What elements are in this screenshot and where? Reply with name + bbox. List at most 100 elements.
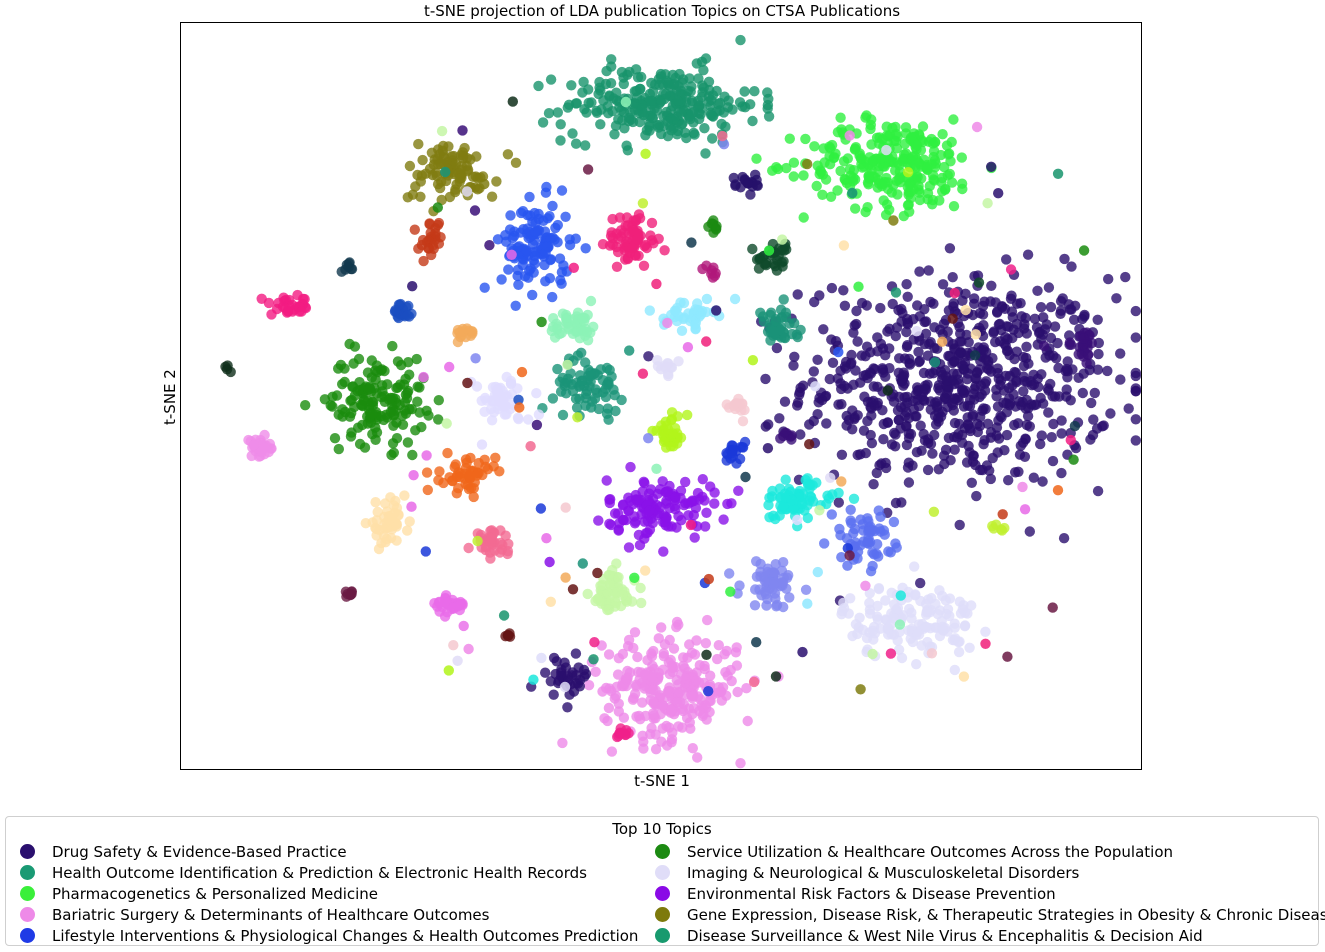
scatter-point (818, 324, 829, 335)
scatter-point (653, 233, 664, 244)
scatter-point (707, 133, 718, 144)
scatter-point (635, 582, 646, 594)
scatter-point (663, 79, 674, 90)
scatter-point (563, 322, 574, 333)
scatter-point (762, 443, 774, 454)
scatter-point (866, 438, 878, 449)
scatter-point (758, 316, 770, 327)
scatter-point (789, 351, 800, 362)
topic-cluster (537, 347, 627, 425)
scatter-point (835, 165, 846, 177)
scatter-point (1049, 321, 1061, 332)
scatter-point (529, 250, 540, 262)
scatter-point (464, 470, 475, 481)
scatter-point (865, 566, 877, 577)
scatter-point (331, 390, 343, 401)
scatter-point (797, 498, 808, 509)
scatter-point (900, 122, 912, 133)
scatter-point (675, 297, 686, 308)
scatter-point (997, 509, 1008, 520)
scatter-point (899, 392, 910, 403)
scatter-point (486, 415, 498, 426)
scatter-point (911, 447, 923, 458)
scatter-point (734, 580, 745, 591)
scatter-point (1021, 419, 1032, 431)
scatter-point (651, 425, 662, 436)
scatter-point (755, 307, 766, 318)
scatter-point (868, 549, 880, 560)
scatter-point (1020, 433, 1031, 444)
topic-cluster (728, 169, 763, 200)
scatter-point (531, 388, 542, 399)
scatter-point (889, 599, 900, 610)
scatter-point (582, 164, 594, 175)
scatter-point (548, 689, 559, 700)
scatter-point (614, 212, 626, 223)
scatter-point (1052, 337, 1063, 349)
scatter-point (547, 291, 558, 303)
scatter-point (296, 306, 307, 317)
scatter-point (940, 444, 952, 455)
scatter-point (441, 418, 452, 429)
scatter-point (590, 666, 601, 677)
scatter-point (781, 162, 792, 174)
scatter-point (479, 282, 490, 293)
scatter-point (604, 497, 615, 509)
legend-entry: Gene Expression, Disease Risk, & Therape… (645, 904, 1325, 925)
scatter-point (788, 504, 799, 515)
scatter-point (887, 122, 898, 134)
topic-cluster (243, 429, 277, 462)
scatter-point (1077, 313, 1088, 325)
scatter-point (535, 503, 547, 514)
scatter-point (923, 265, 934, 276)
scatter-point (1008, 389, 1019, 400)
scatter-point (888, 180, 899, 191)
scatter-point (880, 209, 892, 221)
scatter-point (1043, 407, 1054, 418)
scatter-point (648, 698, 659, 709)
scatter-point (623, 542, 635, 553)
scatter-point (890, 497, 902, 509)
scatter-point (939, 365, 951, 376)
scatter-point (631, 214, 642, 226)
scatter-point (949, 431, 960, 443)
scatter-point (1073, 372, 1084, 383)
scatter-point (808, 366, 819, 377)
scatter-point (914, 311, 925, 322)
scatter-point (747, 115, 758, 127)
scatter-point (883, 546, 894, 557)
scatter-point (571, 402, 583, 413)
scatter-point (1130, 305, 1141, 317)
scatter-point (987, 520, 998, 532)
scatter-point (1087, 429, 1099, 441)
scatter-point (718, 139, 730, 150)
scatter-point (1009, 419, 1020, 431)
scatter-point (455, 331, 466, 343)
scatter-point (798, 380, 809, 391)
scatter-point (1013, 396, 1025, 407)
scatter-point (932, 413, 944, 424)
scatter-point (682, 652, 693, 663)
scatter-point (853, 281, 864, 292)
scatter-point (1024, 526, 1035, 537)
scatter-point (658, 436, 670, 447)
scatter-point (699, 660, 710, 672)
scatter-point (792, 289, 803, 300)
scatter-point (729, 293, 741, 305)
scatter-point (256, 446, 267, 457)
scatter-point (917, 121, 929, 132)
scatter-point (676, 515, 687, 526)
scatter-point (613, 114, 624, 125)
scatter-point (662, 131, 674, 142)
scatter-point (370, 497, 381, 508)
scatter-point (454, 173, 465, 184)
scatter-point (724, 568, 735, 579)
scatter-point (904, 359, 916, 370)
scatter-point (1001, 254, 1012, 265)
scatter-point (479, 406, 490, 417)
topic-cluster (533, 34, 775, 159)
scatter-point (1069, 420, 1081, 432)
scatter-point (619, 123, 630, 134)
legend-marker (655, 865, 670, 880)
scatter-point (672, 687, 683, 698)
